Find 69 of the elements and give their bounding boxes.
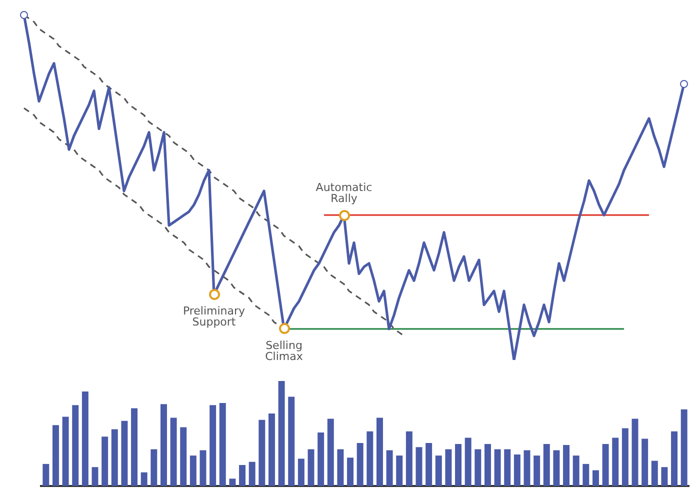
bar xyxy=(524,450,530,486)
bar xyxy=(258,420,266,486)
bar xyxy=(170,418,177,486)
bar xyxy=(318,432,324,486)
bar xyxy=(219,403,226,486)
bar xyxy=(680,409,688,486)
bar xyxy=(62,416,69,486)
bar xyxy=(435,456,442,486)
bar xyxy=(131,408,138,486)
bar xyxy=(82,392,88,486)
bar xyxy=(298,458,304,486)
bar xyxy=(366,431,374,486)
bar xyxy=(239,465,246,486)
bar xyxy=(661,467,668,486)
bar xyxy=(278,381,285,486)
bar xyxy=(474,449,482,486)
bar xyxy=(426,442,432,486)
bar xyxy=(337,449,344,486)
bar xyxy=(464,438,472,486)
bar xyxy=(651,460,658,486)
bar xyxy=(111,429,118,486)
bar xyxy=(445,449,452,486)
bar xyxy=(553,450,560,486)
bar xyxy=(416,447,422,486)
bar xyxy=(563,445,570,486)
bar xyxy=(52,425,59,486)
bar xyxy=(632,418,638,486)
bar xyxy=(190,456,196,486)
bar xyxy=(494,449,501,486)
annotation: Preliminary Support xyxy=(182,304,246,328)
bar xyxy=(592,470,599,486)
bar xyxy=(72,405,79,486)
bar xyxy=(572,456,580,486)
bar xyxy=(327,418,334,486)
bar xyxy=(455,444,462,486)
bar xyxy=(160,404,167,486)
bar xyxy=(248,462,256,486)
bar xyxy=(288,396,295,486)
bar xyxy=(396,456,403,486)
bar xyxy=(484,444,491,486)
bar xyxy=(121,420,128,486)
bar xyxy=(504,449,511,486)
bar xyxy=(406,431,412,486)
bar xyxy=(543,444,550,486)
bar xyxy=(386,450,393,486)
bar xyxy=(642,438,648,486)
bar xyxy=(602,444,609,486)
bar xyxy=(42,464,50,486)
bar xyxy=(92,467,98,486)
bar xyxy=(612,438,619,486)
bar xyxy=(534,456,540,486)
bar xyxy=(140,472,148,486)
bar xyxy=(308,449,314,486)
bar xyxy=(347,458,354,486)
bar xyxy=(582,464,590,486)
bar xyxy=(102,436,108,486)
bar xyxy=(150,449,158,486)
bar xyxy=(229,478,236,486)
bar xyxy=(180,427,187,486)
bar xyxy=(356,442,364,486)
annotation: Selling Climax xyxy=(265,338,304,363)
bar xyxy=(622,428,628,486)
annotation: Automatic Rally xyxy=(316,181,372,206)
bar xyxy=(268,414,275,486)
bar xyxy=(514,454,520,486)
bar xyxy=(671,431,678,486)
bar xyxy=(200,450,206,486)
bar xyxy=(376,418,383,486)
bar xyxy=(210,405,216,486)
